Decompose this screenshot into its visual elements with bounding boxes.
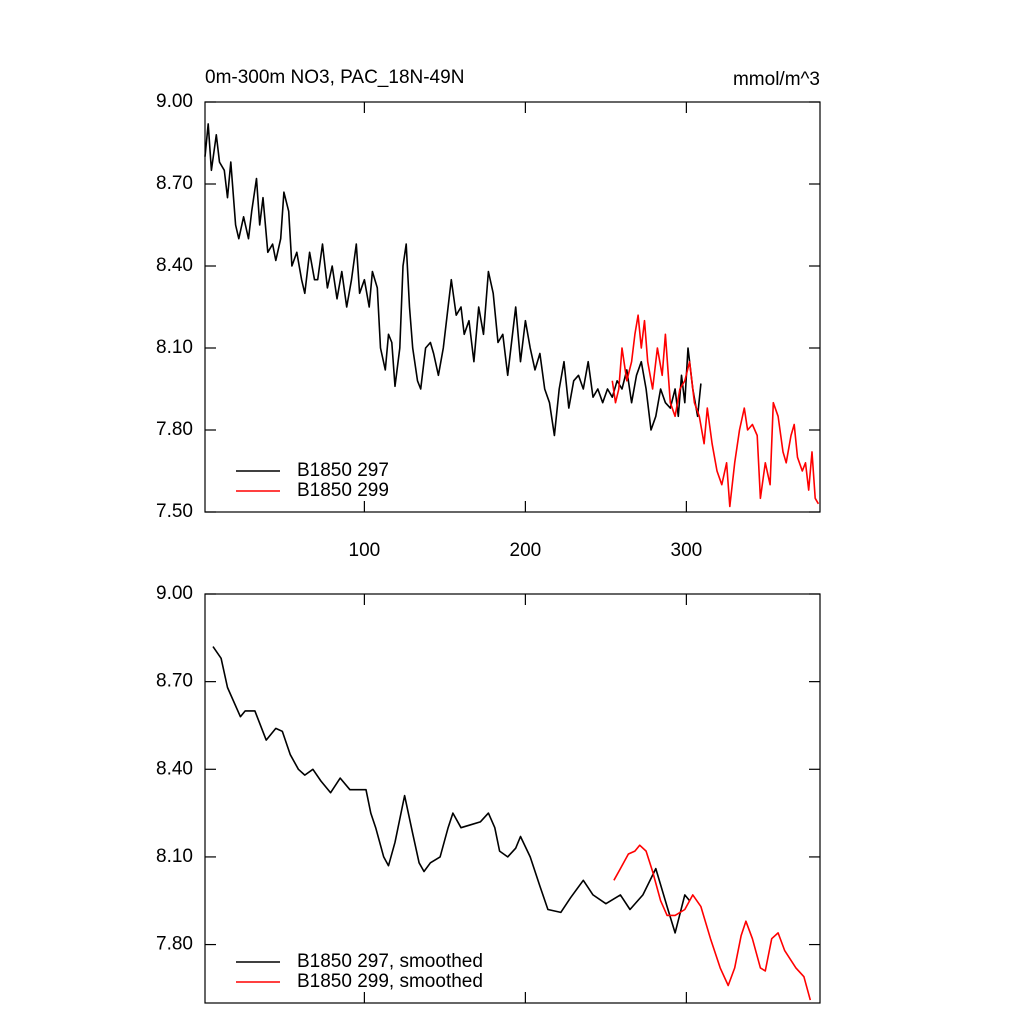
y-tick-label: 8.10 [156,846,193,867]
plot-frame [204,593,821,1004]
y-tick-label: 8.70 [156,173,193,194]
y-tick-label: 7.80 [156,934,193,955]
y-tick-label: 8.10 [156,337,193,358]
y-tick-label: 8.70 [156,671,193,692]
y-tick-label: 8.40 [156,758,193,779]
y-tick-label: 8.40 [156,255,193,276]
legend-label: B1850 297, smoothed [297,951,483,972]
units-label: mmol/m^3 [733,69,820,90]
x-tick-label: 100 [349,540,381,561]
y-tick-label: 7.50 [156,501,193,522]
legend-label: B1850 299 [297,480,389,501]
legend-label: B1850 297 [297,460,389,481]
plot-frame [204,101,821,513]
x-tick-label: 300 [671,540,703,561]
x-tick-label: 200 [510,540,542,561]
y-tick-label: 9.00 [156,583,193,604]
legend-label: B1850 299, smoothed [297,971,483,992]
series-line [611,314,820,508]
series-line [204,123,702,437]
series-line [613,844,812,1001]
series-line [212,646,691,934]
y-tick-label: 7.80 [156,419,193,440]
y-tick-label: 9.00 [156,91,193,112]
chart-title: 0m-300m NO3, PAC_18N-49N [205,67,464,88]
